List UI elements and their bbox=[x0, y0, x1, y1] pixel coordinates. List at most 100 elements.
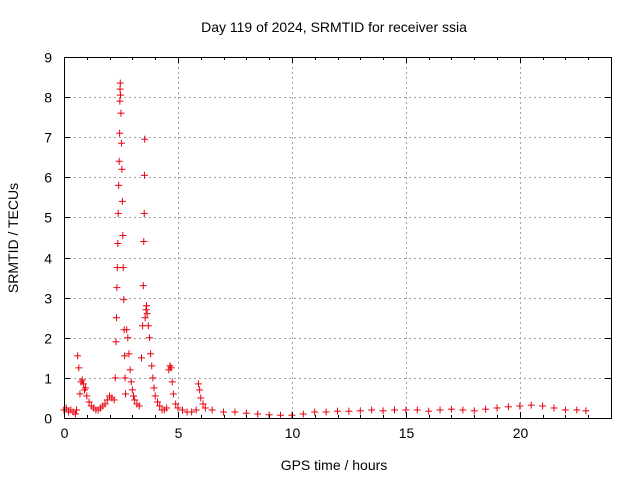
data-point bbox=[112, 314, 120, 322]
grid-lines bbox=[64, 57, 611, 418]
data-point bbox=[114, 209, 122, 217]
data-point bbox=[168, 378, 176, 386]
data-point bbox=[561, 406, 569, 414]
data-point bbox=[113, 264, 121, 272]
data-point bbox=[254, 410, 262, 418]
y-tick-label: 3 bbox=[44, 291, 52, 307]
data-point bbox=[194, 380, 202, 388]
data-point bbox=[539, 402, 547, 410]
x-tick-label: 5 bbox=[175, 425, 183, 441]
data-point bbox=[179, 406, 187, 414]
data-point bbox=[128, 386, 136, 394]
data-point bbox=[79, 380, 87, 388]
y-tick-label: 8 bbox=[44, 90, 52, 106]
data-point bbox=[231, 408, 239, 416]
data-point bbox=[131, 396, 139, 404]
y-tick-label: 1 bbox=[44, 371, 52, 387]
data-point bbox=[78, 376, 86, 384]
data-point bbox=[141, 314, 149, 322]
data-point bbox=[151, 392, 159, 400]
data-point bbox=[117, 91, 125, 99]
data-point bbox=[436, 406, 444, 414]
data-point bbox=[112, 338, 120, 346]
data-point bbox=[116, 97, 124, 105]
data-point bbox=[127, 378, 135, 386]
data-point bbox=[115, 157, 123, 165]
y-tick-label: 6 bbox=[44, 170, 52, 186]
data-point bbox=[83, 392, 91, 400]
data-point bbox=[145, 334, 153, 342]
data-point bbox=[120, 296, 128, 304]
data-point bbox=[143, 302, 151, 310]
data-point bbox=[118, 165, 126, 173]
data-point bbox=[172, 400, 180, 408]
data-point bbox=[573, 406, 581, 414]
data-point bbox=[119, 264, 127, 272]
data-point bbox=[122, 390, 130, 398]
data-point bbox=[73, 406, 81, 414]
data-point bbox=[75, 364, 83, 372]
data-point bbox=[322, 408, 330, 416]
data-point bbox=[111, 374, 119, 382]
data-point bbox=[71, 410, 79, 418]
data-point bbox=[167, 364, 175, 372]
data-point bbox=[169, 390, 177, 398]
data-point bbox=[110, 396, 118, 404]
y-tick-label: 0 bbox=[44, 411, 52, 427]
data-point bbox=[470, 407, 478, 415]
data-point bbox=[550, 404, 558, 412]
data-point bbox=[140, 171, 148, 179]
x-tick-label: 10 bbox=[285, 425, 301, 441]
data-point bbox=[140, 238, 148, 246]
data-point bbox=[62, 404, 70, 412]
data-point bbox=[299, 410, 307, 418]
data-point bbox=[82, 384, 90, 392]
data-point bbox=[85, 398, 93, 406]
data-point bbox=[119, 231, 127, 239]
data-point bbox=[493, 404, 501, 412]
data-point bbox=[125, 350, 133, 358]
axis-ticks: 0 5 10 15 20 0 1 2 3 4 5 6 7 8 9 bbox=[44, 50, 611, 441]
data-point bbox=[527, 401, 535, 409]
data-point bbox=[368, 406, 376, 414]
data-point bbox=[147, 350, 155, 358]
data-point bbox=[277, 411, 285, 419]
data-point bbox=[447, 405, 455, 413]
data-point bbox=[516, 402, 524, 410]
data-point bbox=[153, 398, 161, 406]
data-point bbox=[135, 402, 143, 410]
data-point bbox=[188, 408, 196, 416]
data-point bbox=[288, 411, 296, 419]
data-point bbox=[199, 400, 207, 408]
data-point bbox=[425, 407, 433, 415]
data-point bbox=[118, 197, 126, 205]
data-point bbox=[144, 322, 152, 330]
data-point bbox=[379, 407, 387, 415]
data-point bbox=[208, 406, 216, 414]
data-point bbox=[149, 374, 157, 382]
data-point bbox=[413, 406, 421, 414]
x-axis-label: GPS time / hours bbox=[281, 457, 388, 473]
data-point bbox=[192, 406, 200, 414]
data-point bbox=[123, 326, 131, 334]
data-point bbox=[345, 407, 353, 415]
data-point bbox=[196, 386, 204, 394]
data-point bbox=[116, 85, 124, 93]
x-tick-label: 20 bbox=[513, 425, 529, 441]
data-point bbox=[150, 384, 158, 392]
data-point bbox=[113, 284, 121, 292]
data-point bbox=[116, 79, 124, 87]
data-point bbox=[121, 374, 129, 382]
y-tick-label: 5 bbox=[44, 210, 52, 226]
data-point bbox=[156, 402, 164, 410]
data-point bbox=[137, 354, 145, 362]
data-point bbox=[356, 407, 364, 415]
data-point bbox=[143, 310, 151, 318]
x-tick-label: 15 bbox=[399, 425, 415, 441]
y-tick-label: 2 bbox=[44, 331, 52, 347]
data-points bbox=[60, 79, 590, 419]
y-axis-label: SRMTID / TECUs bbox=[5, 183, 21, 293]
data-point bbox=[504, 403, 512, 411]
data-point bbox=[117, 139, 125, 147]
